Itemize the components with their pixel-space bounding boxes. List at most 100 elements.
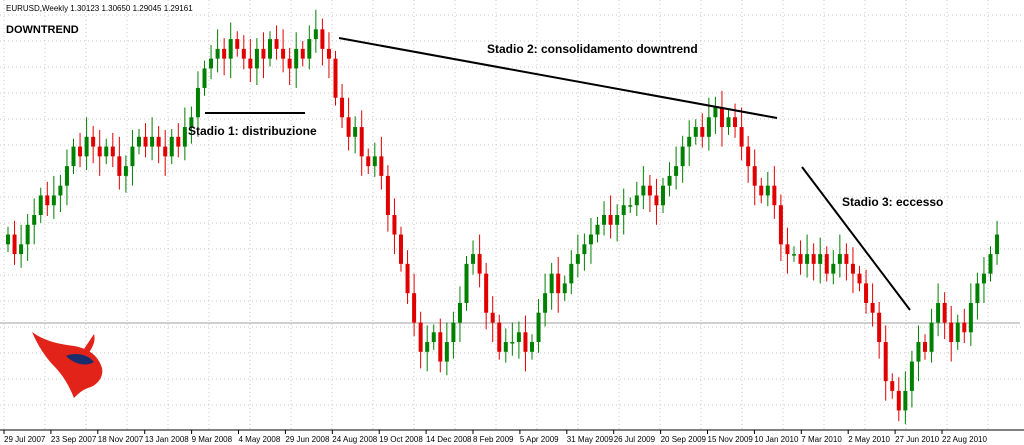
candle-body	[340, 97, 345, 118]
consolidation-trendline	[338, 37, 778, 119]
x-tick-label: 7 Mar 2010	[801, 435, 842, 444]
candle-body	[772, 185, 777, 206]
candle-body	[150, 136, 155, 147]
candle-body	[163, 146, 168, 157]
candle-body	[588, 234, 593, 245]
candle-body	[896, 390, 901, 411]
candle-body	[667, 175, 672, 186]
candle-body	[379, 156, 384, 176]
candle-body	[837, 254, 842, 264]
candle-body	[25, 224, 30, 245]
candle-body	[333, 58, 338, 98]
x-tick-label: 29 Jul 2007	[4, 435, 46, 444]
x-tick-label: 23 Sep 2007	[51, 435, 97, 444]
candle-body	[497, 322, 502, 352]
candle-body	[575, 254, 580, 264]
candle-body	[137, 136, 141, 147]
candle-body	[628, 205, 633, 207]
candle-body	[765, 185, 770, 196]
x-tick-label: 27 Jun 2010	[895, 435, 940, 444]
candle-body	[510, 342, 515, 344]
candle-body	[19, 244, 24, 255]
candle-body	[123, 166, 128, 176]
candle-body	[792, 254, 796, 256]
candle-body	[719, 107, 724, 128]
x-tick-label: 19 Oct 2008	[379, 435, 423, 444]
candle-body	[405, 263, 410, 294]
x-tick-label: 22 Aug 2010	[942, 435, 987, 444]
x-tick-label: 5 Apr 2009	[520, 435, 559, 444]
candle-body	[516, 332, 521, 343]
x-tick-label: 20 Sep 2009	[661, 435, 707, 444]
candle-body	[706, 117, 711, 137]
candle-body	[726, 117, 731, 128]
candle-body	[981, 273, 986, 284]
candle-body	[91, 136, 96, 147]
candle-body	[739, 127, 744, 147]
candle-body	[949, 322, 954, 343]
candle-body	[988, 254, 993, 274]
candle-body	[78, 146, 83, 157]
candle-body	[6, 234, 10, 245]
excess-trendline	[801, 166, 911, 311]
candle-body	[307, 39, 312, 59]
candle-body	[300, 48, 305, 59]
x-tick-label: 10 Jan 2010	[754, 435, 799, 444]
candle-body	[543, 293, 548, 313]
candle-body	[12, 234, 17, 255]
x-tick-label: 2 May 2010	[848, 435, 890, 444]
chart-title: DOWNTREND	[6, 24, 79, 36]
candle-body	[97, 146, 102, 157]
candle-body	[444, 342, 449, 362]
candle-body	[909, 361, 914, 391]
candle-body	[189, 117, 194, 128]
candle-body	[844, 254, 849, 264]
candle-body	[143, 136, 148, 147]
x-tick-label: 18 Nov 2007	[98, 435, 144, 444]
candle-body	[346, 117, 351, 137]
candle-body	[968, 302, 973, 333]
candle-body	[700, 127, 705, 137]
candle-body	[955, 322, 960, 343]
candle-body	[313, 29, 318, 40]
x-tick-label: 24 Aug 2008	[332, 435, 377, 444]
candle-body	[942, 302, 947, 323]
candle-body	[484, 273, 489, 313]
candle-body	[831, 263, 836, 274]
candle-body	[929, 322, 934, 352]
candle-body	[503, 342, 508, 352]
candle-body	[595, 224, 600, 235]
candle-body	[975, 283, 980, 303]
x-tick-label: 29 Jun 2008	[285, 435, 330, 444]
candle-body	[785, 244, 790, 255]
candle-body	[281, 48, 286, 59]
x-tick-label: 14 Dec 2008	[426, 435, 472, 444]
candle-body	[241, 48, 246, 59]
candle-body	[254, 48, 259, 69]
candle-body	[746, 146, 751, 167]
candle-body	[523, 332, 528, 352]
candle-body	[634, 195, 639, 206]
candle-body	[864, 283, 869, 303]
candle-body	[182, 127, 187, 147]
grid	[0, 0, 1024, 430]
candle-body	[372, 156, 377, 167]
x-tick-label: 4 May 2008	[239, 435, 281, 444]
candle-body	[778, 205, 783, 245]
candle-body	[195, 87, 200, 118]
candle-body	[392, 215, 397, 235]
candle-body	[418, 322, 423, 352]
candle-body	[32, 215, 37, 225]
candle-body	[215, 48, 220, 59]
candle-body	[169, 136, 174, 157]
candle-body	[117, 156, 122, 176]
candle-body	[287, 58, 292, 69]
candle-body	[71, 146, 76, 167]
candle-body	[438, 332, 443, 362]
candle-body	[654, 195, 659, 206]
candle-body	[798, 254, 803, 264]
candle-body	[248, 58, 253, 69]
candle-body	[693, 127, 698, 137]
candle-body	[477, 254, 482, 274]
